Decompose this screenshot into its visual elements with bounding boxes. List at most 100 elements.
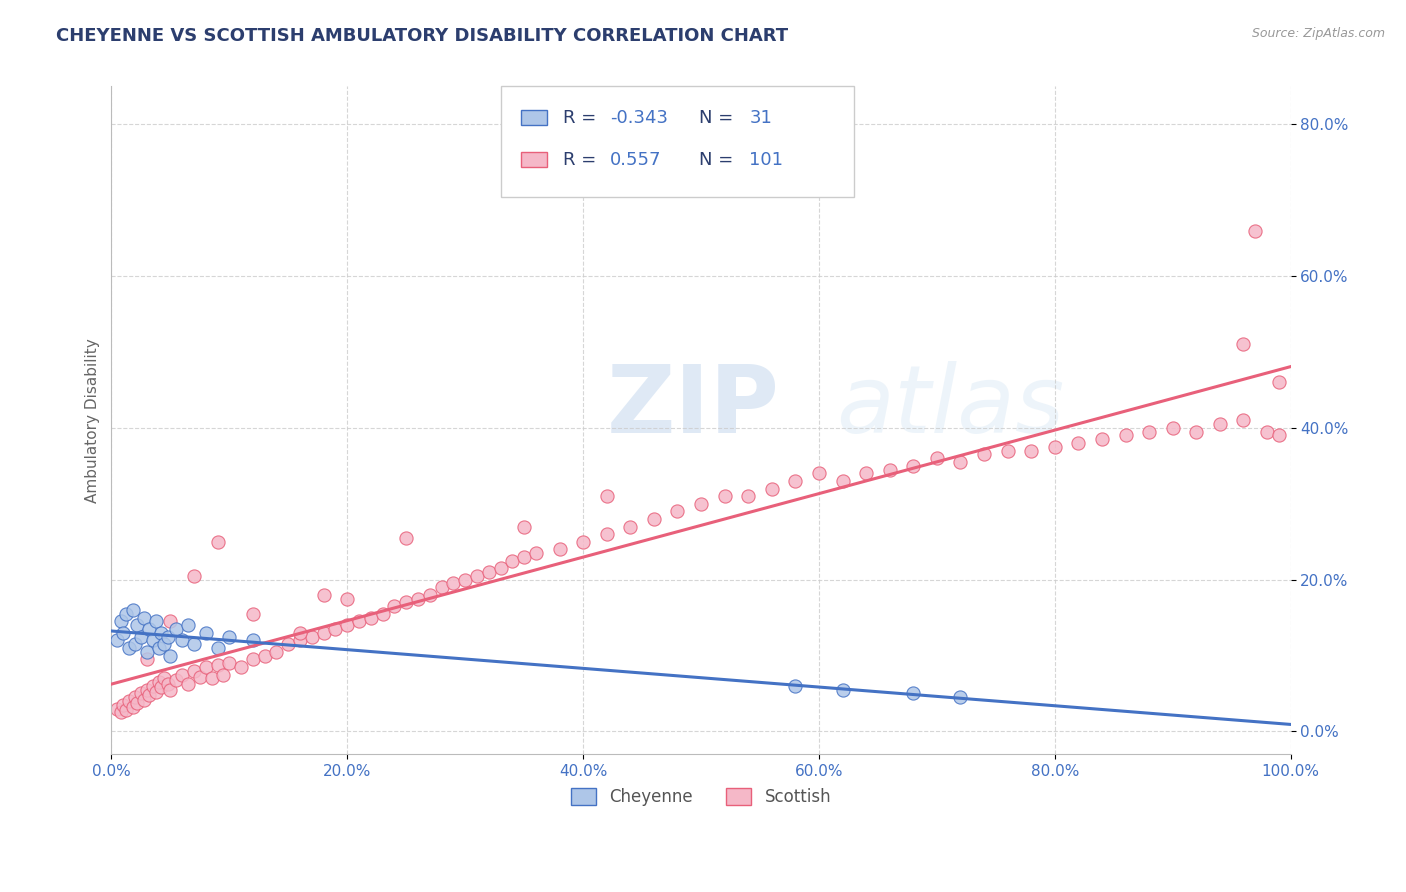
Point xyxy=(713,489,735,503)
Point xyxy=(785,474,807,488)
Point xyxy=(1209,417,1232,431)
Point xyxy=(242,652,264,666)
Point xyxy=(218,630,240,644)
FancyBboxPatch shape xyxy=(501,87,855,196)
Point xyxy=(312,625,335,640)
Point xyxy=(595,527,617,541)
Point xyxy=(879,462,901,476)
Point xyxy=(112,625,135,640)
Point xyxy=(129,686,152,700)
Point xyxy=(1256,425,1278,439)
Legend: Cheyenne, Scottish: Cheyenne, Scottish xyxy=(564,781,838,813)
Point xyxy=(1268,428,1291,442)
Point xyxy=(737,489,759,503)
Point xyxy=(266,645,288,659)
Point xyxy=(156,677,179,691)
Point xyxy=(1137,425,1160,439)
Point xyxy=(201,671,224,685)
Point xyxy=(406,591,429,606)
Point xyxy=(127,696,149,710)
Point xyxy=(1115,428,1137,442)
Point xyxy=(145,615,167,629)
Point xyxy=(121,700,143,714)
Point xyxy=(207,640,229,655)
Point xyxy=(183,664,205,678)
Point xyxy=(207,657,229,672)
Point xyxy=(360,610,382,624)
Point xyxy=(118,640,141,655)
Point xyxy=(785,679,807,693)
Point xyxy=(172,667,194,681)
Text: N =: N = xyxy=(699,151,733,169)
Point xyxy=(666,504,689,518)
Point xyxy=(831,682,853,697)
Point xyxy=(595,489,617,503)
Point xyxy=(142,679,165,693)
Point xyxy=(1043,440,1066,454)
Point xyxy=(949,690,972,705)
Point xyxy=(1232,337,1254,351)
Point xyxy=(149,625,172,640)
Point xyxy=(110,615,132,629)
Point xyxy=(148,675,170,690)
Point xyxy=(478,565,501,579)
Point xyxy=(384,599,406,614)
Text: -0.343: -0.343 xyxy=(610,109,668,127)
Point xyxy=(153,637,176,651)
Point xyxy=(149,681,172,695)
Point xyxy=(1067,436,1090,450)
Point xyxy=(138,688,160,702)
Point xyxy=(105,701,128,715)
Point xyxy=(371,607,394,621)
Point xyxy=(112,698,135,712)
Point xyxy=(855,467,877,481)
Point xyxy=(925,451,948,466)
Text: 31: 31 xyxy=(749,109,772,127)
Text: R =: R = xyxy=(562,151,596,169)
Point xyxy=(501,554,523,568)
Point xyxy=(312,588,335,602)
Point xyxy=(165,673,187,687)
Text: N =: N = xyxy=(699,109,733,127)
Point xyxy=(572,534,595,549)
Text: CHEYENNE VS SCOTTISH AMBULATORY DISABILITY CORRELATION CHART: CHEYENNE VS SCOTTISH AMBULATORY DISABILI… xyxy=(56,27,789,45)
Point xyxy=(1232,413,1254,427)
Point xyxy=(242,633,264,648)
FancyBboxPatch shape xyxy=(520,111,547,125)
Point xyxy=(489,561,512,575)
Point xyxy=(301,630,323,644)
Point xyxy=(973,447,995,461)
Point xyxy=(172,633,194,648)
Point xyxy=(690,497,713,511)
Point xyxy=(454,573,477,587)
Point xyxy=(135,645,157,659)
Point xyxy=(145,685,167,699)
Point xyxy=(135,682,157,697)
Point xyxy=(156,630,179,644)
Point xyxy=(465,569,488,583)
Text: Source: ZipAtlas.com: Source: ZipAtlas.com xyxy=(1251,27,1385,40)
FancyBboxPatch shape xyxy=(520,153,547,167)
Point xyxy=(619,519,641,533)
Point xyxy=(395,595,418,609)
Point xyxy=(183,637,205,651)
Point xyxy=(1244,223,1267,237)
Point xyxy=(513,549,536,564)
Point xyxy=(1268,376,1291,390)
Point xyxy=(949,455,972,469)
Point xyxy=(277,637,299,651)
Point xyxy=(194,625,217,640)
Point xyxy=(903,458,925,473)
Point xyxy=(129,630,152,644)
Text: 101: 101 xyxy=(749,151,783,169)
Point xyxy=(183,569,205,583)
Point xyxy=(159,682,181,697)
Point xyxy=(643,512,665,526)
Point xyxy=(761,482,783,496)
Point xyxy=(548,542,571,557)
Point xyxy=(513,519,536,533)
Point xyxy=(194,660,217,674)
Point xyxy=(177,677,200,691)
Point xyxy=(441,576,464,591)
Point xyxy=(1161,421,1184,435)
